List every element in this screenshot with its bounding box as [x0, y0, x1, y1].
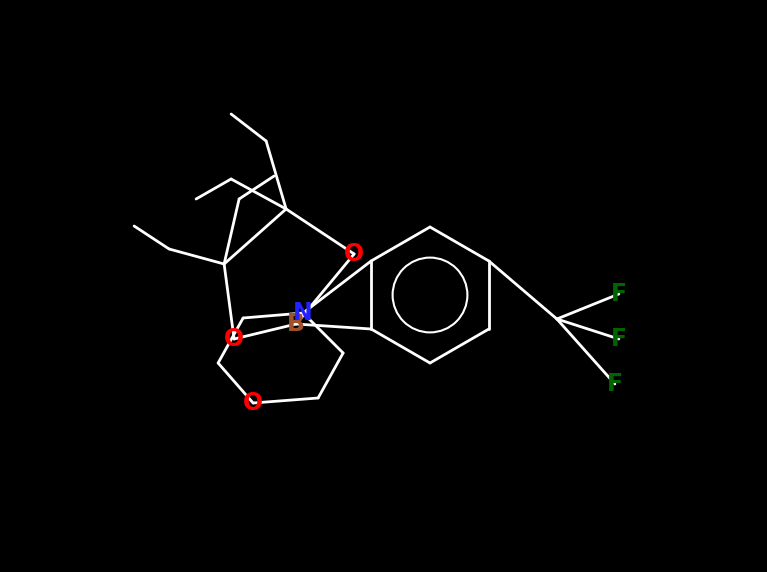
- Text: O: O: [344, 242, 364, 266]
- Text: O: O: [224, 327, 244, 351]
- Text: N: N: [293, 301, 313, 325]
- Text: F: F: [611, 327, 627, 351]
- Text: B: B: [287, 312, 305, 336]
- Text: F: F: [611, 282, 627, 306]
- Text: O: O: [243, 391, 263, 415]
- Text: F: F: [607, 372, 623, 396]
